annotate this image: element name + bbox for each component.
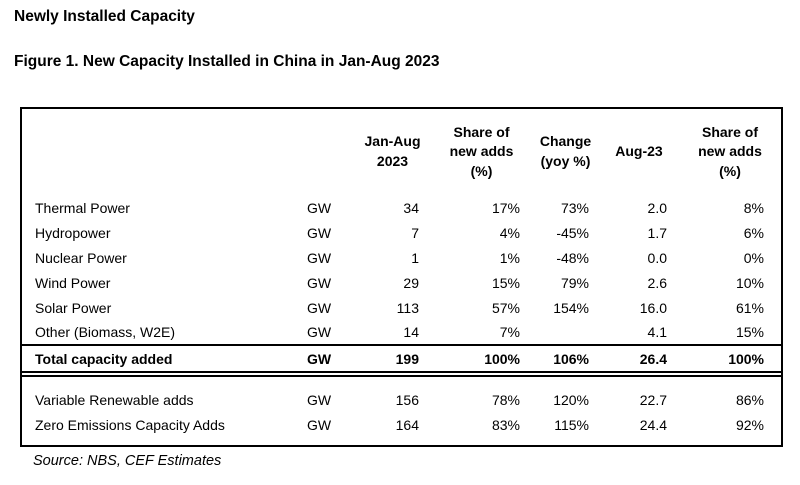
row-unit: GW [306, 391, 332, 408]
header-jan-aug-2023: Jan-Aug 2023 [364, 133, 421, 169]
row-value: 154% [553, 299, 589, 316]
row-value: 6% [743, 224, 764, 241]
header-label-col [22, 109, 284, 195]
row-value: 57% [491, 299, 520, 316]
table-row: Hydropower GW 7 4% -45% 1.7 6% [22, 220, 781, 245]
header-share-new-adds-month: Share of new adds (%) [698, 123, 762, 179]
row-value: -48% [556, 249, 589, 266]
table-row: Other (Biomass, W2E) GW 14 7% 4.1 15% [22, 320, 781, 345]
row-value: 0% [743, 249, 764, 266]
row-value: 14 [403, 324, 419, 340]
row-value: 156 [395, 391, 419, 408]
capacity-table: Jan-Aug 2023 Share of new adds (%) Chang… [22, 109, 781, 437]
total-row: Total capacity added GW 199 100% 106% 26.4 100… [22, 344, 781, 377]
row-value: 86% [735, 391, 764, 408]
row-value: 199 [354, 344, 431, 377]
table-body: Thermal Power GW 34 17% 73% 2.0 8% Hydropower GW… [22, 195, 781, 437]
row-value: 113 [396, 299, 419, 316]
row-unit: GW [306, 299, 332, 316]
row-label: Nuclear Power [35, 249, 127, 266]
row-value: 29 [403, 274, 419, 291]
row-value: 8% [743, 199, 764, 216]
row-unit: GW [284, 344, 354, 377]
row-value: 79% [560, 274, 589, 291]
row-unit: GW [306, 324, 332, 340]
row-value: 4.1 [647, 324, 667, 340]
table-row: Thermal Power GW 34 17% 73% 2.0 8% [22, 195, 781, 220]
row-value: 1% [499, 249, 520, 266]
row-value: 100% [431, 344, 532, 377]
figure-caption: Figure 1. New Capacity Installed in Chin… [14, 53, 440, 70]
row-unit: GW [306, 416, 332, 433]
row-value: 2.0 [647, 199, 667, 216]
row-label: Total capacity added [22, 344, 284, 377]
row-unit: GW [306, 249, 332, 266]
header-unit-col [284, 109, 354, 195]
row-value: 24.4 [639, 416, 667, 433]
row-value: 92% [735, 416, 764, 433]
row-value: 1 [411, 249, 419, 266]
row-label: Other (Biomass, W2E) [35, 324, 176, 340]
source-note: Source: NBS, CEF Estimates [33, 453, 222, 469]
row-value: 4% [499, 224, 520, 241]
row-value: 26.4 [599, 344, 679, 377]
header-share-new-adds-ytd: Share of new adds (%) [449, 123, 514, 179]
row-value: 2.6 [647, 274, 667, 291]
row-label: Solar Power [35, 299, 112, 316]
row-value [532, 320, 599, 345]
row-value: 83% [491, 416, 520, 433]
row-value: 1.7 [647, 224, 667, 241]
row-value: 16.0 [639, 299, 667, 316]
row-value: 34 [403, 199, 419, 216]
header-change-yoy: Change (yoy %) [539, 133, 592, 169]
table-row: Solar Power GW 113 57% 154% 16.0 61% [22, 295, 781, 320]
header-aug-23: Aug-23 [615, 143, 663, 160]
figure-table-frame: Jan-Aug 2023 Share of new adds (%) Chang… [20, 107, 783, 447]
row-value: 22.7 [639, 391, 667, 408]
spacer-cell [22, 374, 781, 387]
row-value: 15% [491, 274, 520, 291]
row-value: 0.0 [647, 249, 667, 266]
row-value: -45% [556, 224, 589, 241]
row-label: Thermal Power [35, 199, 130, 216]
row-label: Variable Renewable adds [35, 391, 194, 408]
row-value: 106% [532, 344, 599, 377]
row-label: Wind Power [35, 274, 111, 291]
row-value: 7% [499, 324, 520, 340]
row-value: 17% [491, 199, 520, 216]
row-unit: GW [306, 224, 332, 241]
row-unit: GW [306, 199, 332, 216]
table-row: Nuclear Power GW 1 1% -48% 0.0 0% [22, 245, 781, 270]
row-value: 15% [735, 324, 764, 340]
page-title: Newly Installed Capacity [14, 8, 195, 25]
header-row: Jan-Aug 2023 Share of new adds (%) Chang… [22, 109, 781, 195]
table-row: Zero Emissions Capacity Adds GW 164 83% 115%… [22, 412, 781, 437]
row-value: 73% [560, 199, 589, 216]
row-value: 164 [395, 416, 419, 433]
row-label: Zero Emissions Capacity Adds [35, 416, 225, 433]
row-value: 100% [679, 344, 781, 377]
row-value: 120% [553, 391, 589, 408]
row-value: 7 [411, 224, 419, 241]
table-row: Wind Power GW 29 15% 79% 2.6 10% [22, 270, 781, 295]
row-label: Hydropower [35, 224, 111, 241]
row-value: 61% [735, 299, 764, 316]
row-value: 10% [735, 274, 764, 291]
spacer-row [22, 374, 781, 387]
table-row: Variable Renewable adds GW 156 78% 120% 22.7 8… [22, 387, 781, 412]
row-value: 115% [554, 416, 589, 433]
row-value: 78% [491, 391, 520, 408]
row-unit: GW [306, 274, 332, 291]
